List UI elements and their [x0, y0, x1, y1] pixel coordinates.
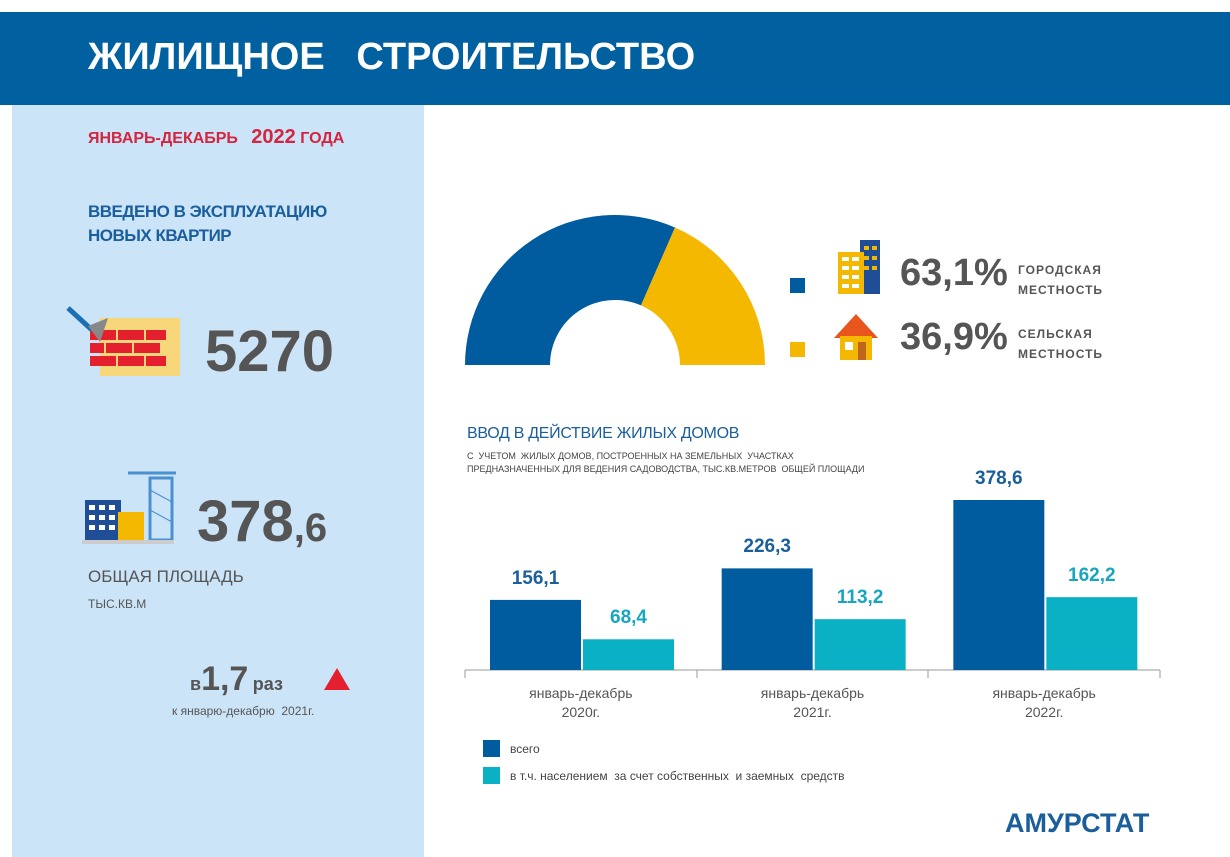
bar-value-label: 68,4 — [610, 607, 647, 629]
period-year: 2022 — [251, 126, 296, 148]
x-tick-label: январь-декабрь 2020г. — [529, 685, 633, 720]
apartments-value: 5270 — [205, 319, 335, 384]
period-months: ЯНВАРЬ-ДЕКАБРЬ — [88, 130, 238, 147]
growth: в1,7 раз — [190, 660, 283, 699]
bar — [721, 568, 813, 670]
building-icon — [82, 471, 176, 544]
bar-title: ВВОД В ДЕЙСТВИЕ ЖИЛЫХ ДОМОВ — [467, 425, 740, 442]
house-icon — [834, 314, 878, 360]
footer: АМУРСТАТ — [1005, 808, 1150, 838]
legend-swatch — [483, 767, 500, 784]
bar — [583, 639, 674, 670]
bar — [814, 619, 906, 670]
pie-category: ГОРОДСКАЯ МЕСТНОСТЬ — [1018, 263, 1104, 297]
legend-label: в т.ч. населением за счет собственных и … — [510, 769, 845, 783]
bar-subtitle: С УЧЕТОМ ЖИЛЫХ ДОМОВ, ПОСТРОЕННЫХ НА ЗЕМ… — [467, 451, 865, 474]
area-unit: ТЫС.КВ.М — [88, 597, 147, 611]
bar-value-label: 226,3 — [743, 536, 791, 558]
bar — [490, 599, 581, 670]
legend-swatch — [790, 342, 805, 357]
legend-swatch — [483, 740, 500, 757]
growth-value: 1,7 — [201, 660, 249, 698]
pie-segment — [465, 215, 676, 365]
period-suffix: ГОДА — [300, 130, 345, 147]
pie-category: СЕЛЬСКАЯ МЕСТНОСТЬ — [1018, 327, 1104, 361]
bar — [953, 500, 1045, 670]
pie-value-label: 36,9% — [900, 316, 1008, 358]
area-whole: 378 — [197, 489, 294, 554]
page-title: ЖИЛИЩНОЕ СТРОИТЕЛЬСТВО — [88, 36, 696, 78]
area-label: ОБЩАЯ ПЛОЩАДЬ — [88, 567, 244, 586]
pie-segment — [641, 227, 765, 365]
legend-swatch — [790, 278, 805, 293]
x-tick-label: январь-декабрь 2022г. — [992, 685, 1096, 720]
pie-value-label: 63,1% — [900, 252, 1008, 294]
city-icon — [838, 240, 880, 294]
brick-icon — [66, 306, 180, 376]
bar-value-label: 156,1 — [511, 567, 560, 589]
up-triangle — [324, 668, 350, 690]
growth-suffix: раз — [252, 674, 283, 694]
x-tick-label: январь-декабрь 2021г. — [760, 685, 865, 720]
growth-note: к январю-декабрю 2021г. — [172, 704, 315, 718]
bar-axis — [464, 669, 1161, 678]
apartments-label: ВВЕДЕНО В ЭКСПЛУАТАЦИЮ НОВЫХ КВАРТИР — [88, 202, 327, 245]
area-fraction: ,6 — [293, 506, 328, 550]
bar-value-label: 113,2 — [836, 587, 884, 609]
bar-value-label: 162,2 — [1068, 565, 1116, 587]
growth-prefix: в — [190, 674, 202, 694]
left-panel — [12, 105, 424, 857]
bar-value-label: 378,6 — [975, 468, 1023, 489]
period: ЯНВАРЬ-ДЕКАБРЬ 2022 ГОДА — [88, 126, 344, 149]
area-value: 378,6 — [197, 488, 327, 555]
bar — [1046, 597, 1138, 670]
header-band — [0, 12, 1230, 105]
legend-label: всего — [510, 742, 540, 756]
